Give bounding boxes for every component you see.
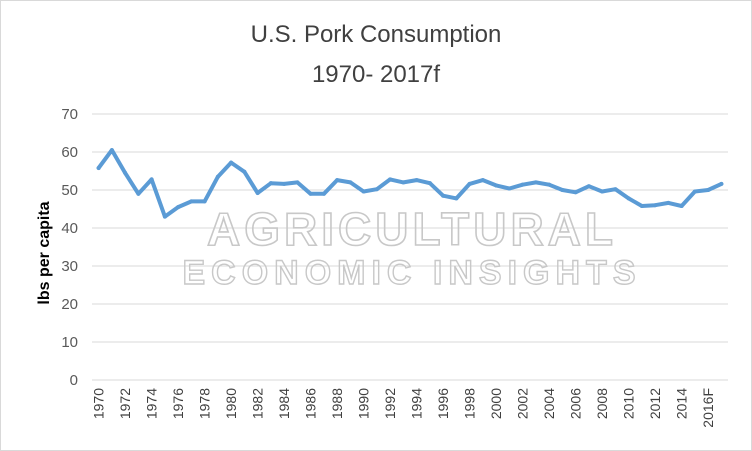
data-point <box>494 183 499 188</box>
chart-subtitle: 1970- 2017f <box>311 61 441 88</box>
watermark-line1: AGRICULTURAL <box>207 203 617 255</box>
x-tick-label: 2008 <box>594 388 610 419</box>
watermark-line2: ECONOMIC INSIGHTS <box>182 254 641 292</box>
y-tick-label: 0 <box>70 372 78 389</box>
x-tick-label: 1986 <box>303 388 319 419</box>
data-point <box>639 203 644 208</box>
data-point <box>295 180 300 185</box>
x-tick-label: 1978 <box>197 388 213 419</box>
y-axis-label: lbs per capita <box>36 201 53 304</box>
data-point <box>308 191 313 196</box>
x-tick-label: 2010 <box>621 388 637 419</box>
x-tick-label: 1992 <box>382 388 398 419</box>
data-point <box>441 193 446 198</box>
data-point <box>189 199 194 204</box>
x-tick-label: 1984 <box>276 388 292 419</box>
x-axis-ticks: 1970 1972 1974 1976 1978 1980 1982 1984 1986 1988… <box>91 388 717 428</box>
chart-title: U.S. Pork Consumption <box>250 21 502 48</box>
series-line-0 <box>96 148 724 219</box>
x-tick-label: 1994 <box>409 388 425 419</box>
x-tick-label: 2000 <box>488 388 504 419</box>
y-tick-label: 70 <box>61 106 78 123</box>
x-tick-label: 2006 <box>568 388 584 419</box>
series-group <box>96 148 724 219</box>
x-tick-label: 1990 <box>356 388 372 419</box>
data-point <box>242 169 247 174</box>
data-point <box>335 178 340 183</box>
data-point <box>573 190 578 195</box>
y-tick-label: 50 <box>61 182 78 199</box>
y-tick-label: 60 <box>61 144 78 161</box>
data-point <box>96 165 101 170</box>
x-tick-label: 2016F <box>700 388 716 428</box>
data-point <box>401 180 406 185</box>
x-tick-label: 1976 <box>170 388 186 419</box>
data-point <box>229 160 234 165</box>
y-axis-ticks: 0 10 20 30 40 50 60 70 <box>61 106 78 389</box>
data-point <box>414 178 419 183</box>
data-point <box>361 189 366 194</box>
x-tick-label: 1982 <box>250 388 266 419</box>
data-point <box>613 187 618 192</box>
data-point <box>268 181 273 186</box>
data-point <box>176 205 181 210</box>
x-tick-label: 2014 <box>674 388 690 419</box>
data-point <box>507 186 512 191</box>
y-tick-label: 40 <box>61 220 78 237</box>
x-tick-label: 1980 <box>223 388 239 419</box>
data-point <box>560 188 565 192</box>
data-point <box>600 189 605 194</box>
data-point <box>692 189 697 194</box>
data-point <box>348 180 353 185</box>
x-tick-label: 2012 <box>647 388 663 419</box>
data-point <box>626 196 631 201</box>
data-point <box>679 203 684 208</box>
data-point <box>719 181 724 186</box>
grid-lines <box>92 113 728 381</box>
y-tick-label: 10 <box>61 334 78 351</box>
x-tick-label: 1970 <box>91 388 107 419</box>
y-tick-label: 30 <box>61 258 78 275</box>
data-point <box>666 200 671 205</box>
x-tick-label: 1998 <box>462 388 478 419</box>
x-tick-label: 2004 <box>541 388 557 419</box>
data-point <box>467 181 472 186</box>
data-point <box>162 214 167 219</box>
data-point <box>388 177 393 182</box>
data-point <box>520 182 525 187</box>
data-point <box>374 187 379 192</box>
y-tick-label: 20 <box>61 296 78 313</box>
data-point <box>427 181 432 186</box>
data-point <box>136 191 141 196</box>
watermark: AGRICULTURAL ECONOMIC INSIGHTS <box>182 202 641 293</box>
data-point <box>547 182 552 187</box>
data-point <box>454 196 459 201</box>
data-point <box>653 203 658 208</box>
data-point <box>706 188 711 192</box>
data-point <box>149 177 154 182</box>
data-point <box>109 148 114 153</box>
data-point <box>123 170 128 175</box>
x-tick-label: 1988 <box>329 388 345 419</box>
data-point <box>533 180 538 185</box>
x-tick-label: 1974 <box>144 388 160 419</box>
data-point <box>586 184 591 189</box>
data-point <box>282 181 287 186</box>
x-tick-label: 1996 <box>435 388 451 419</box>
x-tick-label: 2002 <box>515 388 531 419</box>
data-point <box>255 191 260 196</box>
data-point <box>202 199 207 204</box>
x-tick-label: 1972 <box>117 388 133 419</box>
data-point <box>215 174 220 179</box>
data-point <box>321 191 326 196</box>
data-point <box>480 178 485 183</box>
